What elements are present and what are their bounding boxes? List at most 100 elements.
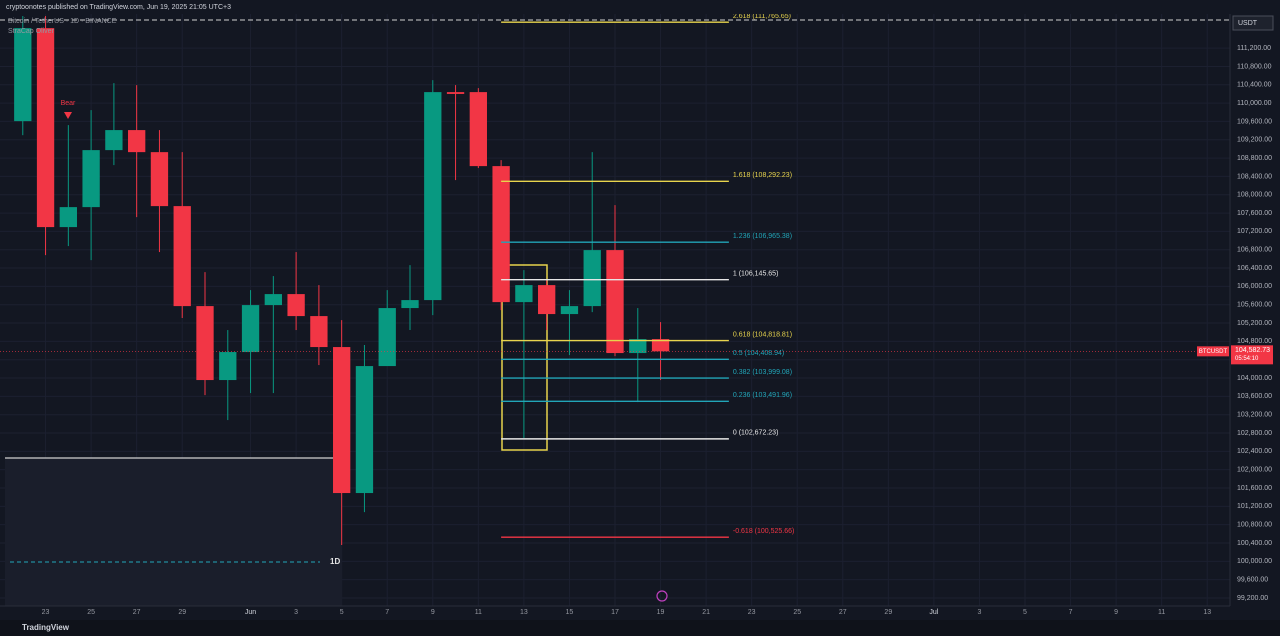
candle-body: [105, 130, 123, 151]
candle-body: [355, 366, 374, 494]
signal-label: Bear: [61, 100, 76, 107]
y-tick-label: 109,200.00: [1237, 137, 1272, 144]
candle-body: [287, 294, 305, 317]
symbol-tag-label: BTCUSDT: [1199, 349, 1228, 355]
y-tick-label: 108,800.00: [1237, 155, 1272, 162]
x-tick-label: 5: [1023, 609, 1027, 616]
signal-marker: [64, 112, 72, 119]
x-tick-label: 17: [611, 609, 619, 616]
y-tick-label: 110,800.00: [1237, 63, 1272, 70]
x-tick-label: 7: [385, 609, 389, 616]
x-tick-label: Jul: [929, 609, 938, 616]
candle-body: [492, 166, 510, 303]
candle-body: [606, 250, 624, 354]
symbol-tag: [1197, 346, 1229, 357]
footer-logo: TradingView: [22, 623, 70, 632]
candle-body: [469, 92, 487, 167]
x-tick-label: 3: [977, 609, 981, 616]
symbol-legend: Bitcoin / TetherUS · 1D · BINANCE: [8, 18, 117, 25]
y-tick-label: 103,200.00: [1237, 412, 1272, 419]
y-tick-label: 106,000.00: [1237, 283, 1272, 290]
candle-body: [651, 339, 670, 352]
fib-label: 1.618 (108,292.23): [733, 172, 792, 179]
x-tick-label: 27: [133, 609, 141, 616]
x-tick-label: 3: [294, 609, 298, 616]
highlight-box: [501, 264, 548, 451]
fib-label: 1 (106,145.65): [733, 271, 779, 278]
candle-body: [446, 92, 465, 94]
candle-body: [538, 285, 556, 315]
header: cryptoonotes published on TradingView.co…: [6, 4, 231, 11]
axis-labels: 99,200.00 99,600.00 100,000.00 100,400.00 10…: [42, 45, 1273, 616]
candle-body: [264, 294, 282, 306]
x-tick-label: 15: [566, 609, 574, 616]
x-tick-label: 11: [475, 609, 482, 616]
y-tick-label: 105,200.00: [1237, 320, 1272, 327]
y-tick-label: 102,800.00: [1237, 430, 1272, 437]
x-tick-label: 21: [702, 609, 710, 616]
y-tick-label: 108,000.00: [1237, 192, 1272, 199]
price-axis: [1230, 14, 1280, 606]
candle-body: [424, 92, 442, 301]
fib-label: 2.618 (111,765.65): [733, 13, 791, 20]
currency-box: [1232, 15, 1274, 31]
y-tick-label: 104,800.00: [1237, 338, 1272, 345]
y-tick-label: 100,400.00: [1237, 540, 1272, 547]
candle-body: [196, 306, 214, 381]
fib-label: 0.618 (104,818.81): [733, 331, 792, 338]
y-tick-label: 111,200.00: [1237, 45, 1271, 52]
candle-body: [82, 150, 100, 208]
range-shade: [5, 458, 342, 606]
candle-body: [583, 250, 601, 307]
y-tick-label: 101,600.00: [1237, 485, 1272, 492]
y-tick-label: 100,800.00: [1237, 522, 1272, 529]
candle-body: [241, 305, 260, 353]
y-tick-label: 102,400.00: [1237, 448, 1272, 455]
candle-body: [401, 300, 419, 309]
price-tag: [1231, 345, 1273, 365]
footer-bar: [0, 620, 1280, 636]
indicator-legend: StraCap Oliver: [8, 28, 55, 35]
candle-body: [515, 285, 533, 303]
candle-body: [150, 152, 169, 207]
x-tick-label: 19: [657, 609, 665, 616]
fib-label: 1.236 (106,965.38): [733, 233, 792, 240]
fib-label: 0.236 (103,491.96): [733, 392, 792, 399]
x-tick-label: 25: [793, 609, 801, 616]
y-tick-label: 110,400.00: [1237, 82, 1272, 89]
x-tick-label: 25: [87, 609, 95, 616]
price-tag-label: 104,582.73: [1235, 347, 1270, 354]
countdown-label: 05:54:10: [1235, 356, 1259, 362]
header-bar: [0, 0, 1280, 14]
marks: 2.618 (111,765.65) 1.618 (108,292.23) 1.23…: [0, 13, 1230, 546]
candle-body: [219, 352, 237, 381]
candle-body: [59, 207, 77, 228]
time-axis: [0, 606, 1280, 620]
candle-body: [378, 308, 396, 367]
y-tick-label: 105,600.00: [1237, 302, 1272, 309]
x-tick-label: 29: [178, 609, 186, 616]
y-tick-label: 99,200.00: [1237, 595, 1268, 602]
y-tick-label: 101,200.00: [1237, 503, 1272, 510]
x-tick-label: 13: [1203, 609, 1211, 616]
candle-body: [310, 316, 328, 348]
x-tick-label: 7: [1069, 609, 1073, 616]
y-tick-label: 100,000.00: [1237, 558, 1272, 565]
fib-label: 0.382 (103,999.08): [733, 369, 792, 376]
fib-label: 0 (102,672.23): [733, 430, 779, 437]
event-icon: [656, 590, 668, 602]
candle-body: [629, 339, 647, 354]
candle-body: [333, 347, 351, 494]
candle-body: [14, 28, 32, 122]
x-tick-label: 23: [42, 609, 50, 616]
y-tick-label: 104,000.00: [1237, 375, 1272, 382]
x-tick-label: 23: [748, 609, 756, 616]
fib-label: -0.618 (100,525.66): [733, 528, 795, 535]
y-tick-label: 109,600.00: [1237, 118, 1272, 125]
x-tick-label: 11: [1158, 609, 1165, 616]
y-tick-label: 106,400.00: [1237, 265, 1272, 272]
fib-label: 0.5 (104,408.94): [733, 350, 784, 357]
y-tick-label: 108,400.00: [1237, 173, 1272, 180]
candle-body: [560, 306, 579, 315]
